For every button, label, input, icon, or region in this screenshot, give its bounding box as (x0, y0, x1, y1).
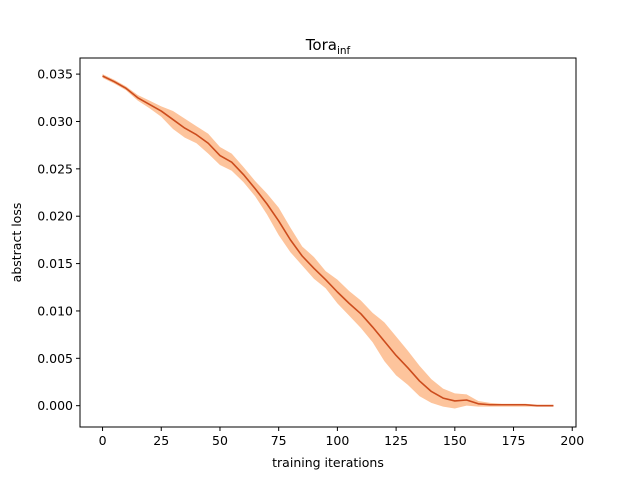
x-tick-label: 25 (153, 433, 169, 448)
chart-title-subscript: inf (337, 45, 351, 57)
confidence-band-layer (102, 74, 554, 409)
y-axis-ticks: 0.000 0.005 0.010 0.015 0.020 0.025 0.030 0.035 (37, 67, 80, 413)
y-tick-label: 0.035 (37, 67, 73, 82)
chart-title: Torainf (305, 36, 351, 57)
y-tick-label: 0.015 (37, 256, 73, 271)
x-tick-label: 100 (325, 433, 349, 448)
y-tick-label: 0.025 (37, 161, 73, 176)
x-tick-label: 50 (212, 433, 228, 448)
x-tick-label: 175 (502, 433, 526, 448)
x-tick-label: 75 (271, 433, 287, 448)
y-axis-label: abstract loss (9, 203, 24, 283)
x-tick-label: 0 (99, 433, 107, 448)
confidence-band-0 (102, 74, 554, 409)
x-axis-label: training iterations (272, 455, 384, 470)
series-line-layer (102, 75, 554, 407)
y-tick-label: 0.030 (37, 114, 73, 129)
x-tick-label: 150 (443, 433, 467, 448)
x-tick-label: 125 (384, 433, 408, 448)
series-line-0 (102, 75, 554, 407)
y-tick-label: 0.000 (37, 398, 73, 413)
x-tick-label: 200 (560, 433, 584, 448)
y-tick-label: 0.010 (37, 303, 73, 318)
x-axis-ticks: 0 25 50 75 100 125 150 175 200 (99, 427, 584, 448)
chart-title-main: Tora (305, 36, 337, 54)
plot-frame (79, 57, 577, 428)
y-tick-label: 0.020 (37, 209, 73, 224)
y-tick-label: 0.005 (37, 351, 73, 366)
